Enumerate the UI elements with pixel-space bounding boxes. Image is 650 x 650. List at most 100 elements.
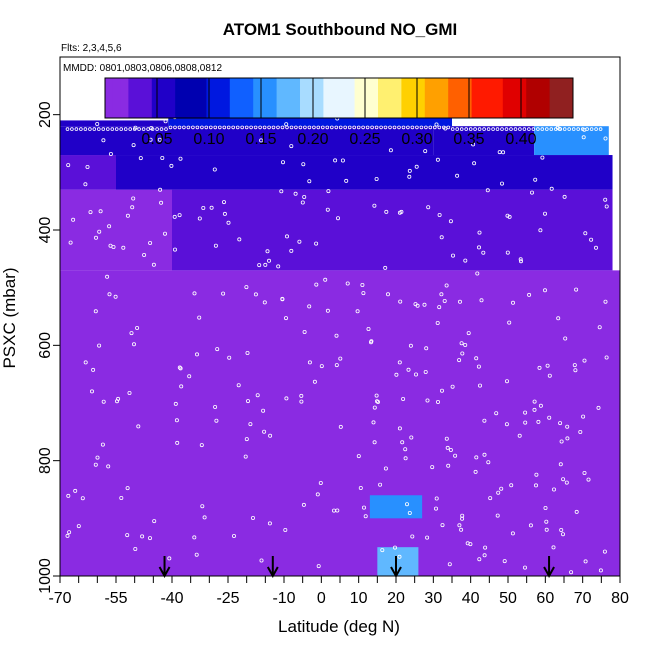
heatmap-regions [60, 97, 620, 576]
heatmap-cell [116, 155, 613, 190]
sample-point [199, 443, 204, 448]
sample-point [457, 523, 462, 528]
sample-point [302, 329, 307, 334]
sample-point [491, 127, 495, 131]
sample-point [283, 528, 288, 533]
sample-point [415, 125, 419, 130]
sample-point [510, 300, 515, 305]
sample-point [197, 216, 202, 221]
y-tick-label: 600 [37, 332, 54, 359]
sample-point [138, 156, 143, 161]
sample-point [133, 547, 138, 552]
sample-point [289, 125, 294, 130]
sample-point [505, 213, 510, 218]
sample-point [372, 440, 377, 445]
sample-point [92, 127, 97, 131]
sample-point [430, 465, 435, 470]
sample-point [378, 482, 383, 487]
sample-point [545, 363, 550, 368]
sample-point [439, 388, 444, 393]
sample-point [253, 292, 258, 297]
colorbar-swatch [190, 78, 200, 118]
colorbar-swatch [323, 78, 332, 118]
sample-point [518, 127, 522, 131]
sample-point [299, 399, 304, 404]
sample-point [262, 300, 267, 305]
colorbar-swatch [120, 78, 129, 118]
sample-point [401, 125, 406, 130]
sample-point [459, 341, 464, 346]
sample-point [465, 541, 470, 546]
sample-point [255, 393, 260, 398]
sample-point [463, 258, 468, 263]
sample-point [356, 125, 361, 130]
sample-point [392, 125, 397, 130]
sample-point [527, 127, 531, 131]
sample-point [403, 456, 408, 461]
sample-point [407, 510, 412, 515]
sample-point [248, 422, 253, 427]
heatmap-cell [60, 189, 172, 271]
sample-point [95, 455, 100, 460]
sample-point [483, 545, 488, 550]
sample-point [105, 274, 110, 279]
sample-point [445, 445, 450, 450]
sample-point [477, 127, 482, 131]
sample-point [496, 490, 501, 495]
sample-point [475, 271, 480, 276]
colorbar-swatch [105, 78, 114, 118]
sample-point [221, 291, 226, 296]
x-axis-label: Latitude (deg N) [278, 617, 400, 636]
sample-point [182, 125, 186, 130]
sample-point [303, 125, 307, 130]
sample-point [307, 360, 312, 365]
sample-point [574, 509, 579, 514]
sample-point [284, 234, 289, 239]
sample-point [237, 237, 242, 242]
sample-point [567, 127, 571, 131]
sample-point [345, 281, 350, 286]
sample-point [280, 125, 285, 130]
sample-point [523, 420, 528, 425]
sample-point [527, 292, 532, 297]
sample-point [88, 210, 93, 215]
sample-point [177, 213, 182, 218]
sample-point [603, 136, 608, 141]
sample-point [155, 127, 159, 131]
sample-point [399, 209, 404, 214]
x-axis: -70 -55 -40 -25 -10 0 10 20 30 40 50 60 70 80 [48, 575, 629, 607]
colorbar-tick-label: 0.15 [245, 131, 276, 148]
sample-point [152, 519, 157, 524]
sample-point [594, 245, 599, 250]
sample-point [91, 367, 96, 372]
sample-point [178, 366, 183, 371]
sample-point [565, 424, 570, 429]
sample-point [331, 508, 336, 513]
sample-point [504, 127, 509, 131]
sample-point [423, 149, 428, 154]
sample-point [261, 408, 266, 413]
sample-point [561, 532, 566, 537]
sample-point [360, 282, 365, 287]
colorbar-swatch [307, 78, 317, 118]
sample-point [383, 466, 388, 471]
colorbar-swatch [222, 78, 231, 118]
sample-point [192, 535, 197, 540]
sample-point [266, 258, 271, 263]
sample-point [547, 373, 552, 378]
sample-point [439, 292, 444, 297]
colorbar-swatch [565, 78, 574, 118]
sample-point [398, 299, 403, 304]
sample-point [585, 127, 589, 131]
sample-point [131, 342, 136, 347]
colorbar-swatch [518, 78, 527, 118]
sample-point [385, 292, 390, 297]
sample-point [202, 515, 207, 520]
colorbar-swatch [526, 78, 535, 118]
sample-point [448, 219, 453, 224]
heatmap-cell [60, 126, 172, 156]
sample-point [79, 127, 83, 131]
sample-point [307, 179, 312, 184]
sample-point [119, 495, 124, 500]
colorbar-swatch [245, 78, 254, 118]
